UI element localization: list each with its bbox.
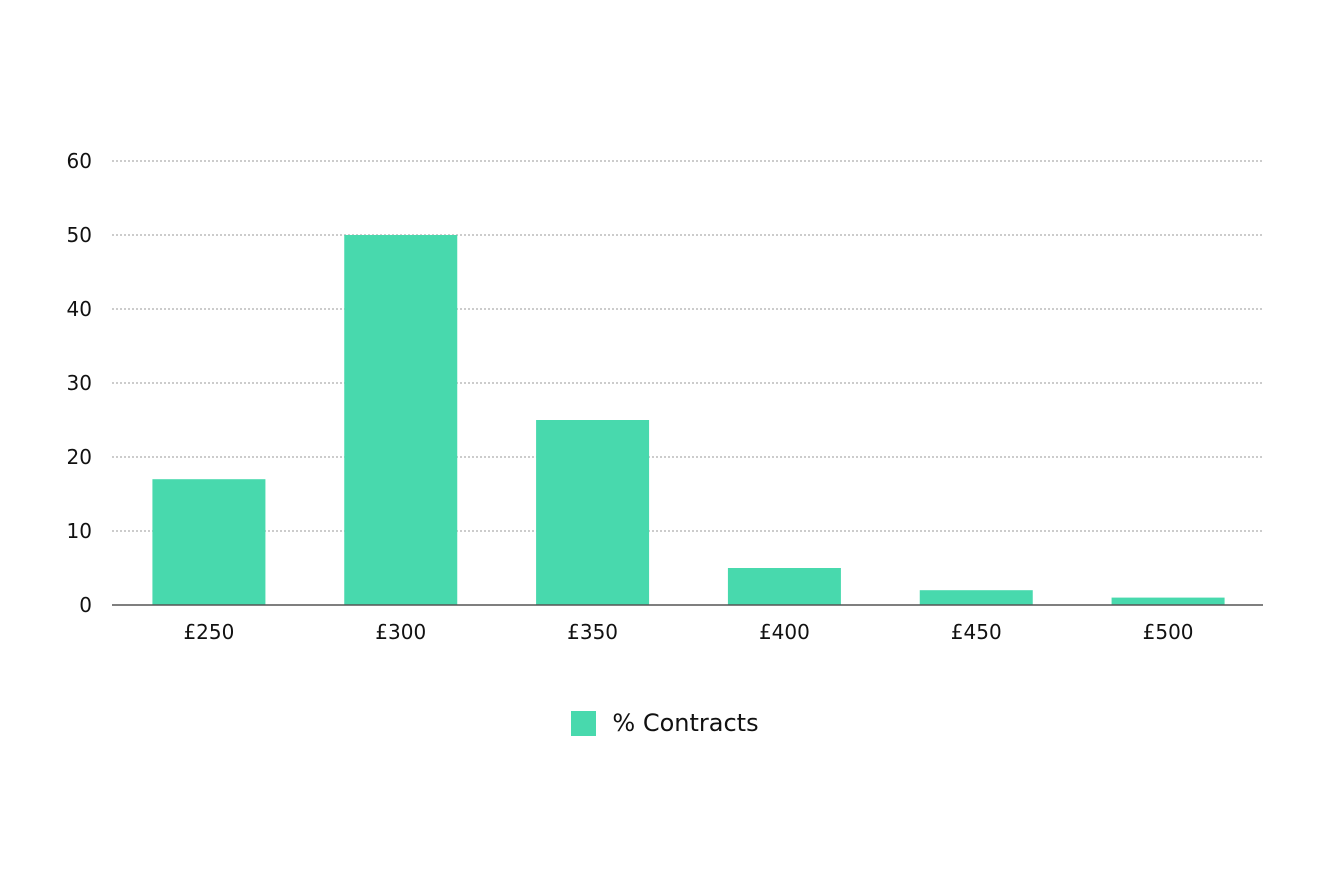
x-tick-label: £450 xyxy=(951,620,1002,644)
bar xyxy=(344,235,458,605)
x-axis-ticks: £250 £300 £350 £400 £450 £500 xyxy=(183,620,1193,644)
y-tick-label: 60 xyxy=(67,149,92,173)
x-tick-label: £350 xyxy=(567,620,618,644)
x-tick-label: £500 xyxy=(1143,620,1194,644)
bar xyxy=(919,590,1033,605)
gridlines xyxy=(112,160,1263,532)
legend-swatch xyxy=(571,710,597,736)
bar xyxy=(152,479,266,605)
bar xyxy=(536,420,650,605)
legend-label: % Contracts xyxy=(612,709,759,737)
y-tick-label: 40 xyxy=(67,297,92,321)
y-axis-ticks: 0 10 20 30 40 50 60 xyxy=(67,149,92,617)
legend: % Contracts xyxy=(0,709,1330,737)
x-tick-label: £400 xyxy=(759,620,810,644)
y-tick-label: 50 xyxy=(67,223,92,247)
y-tick-label: 0 xyxy=(79,593,92,617)
x-tick-label: £250 xyxy=(183,620,234,644)
y-tick-label: 10 xyxy=(67,519,92,543)
legend-item-contracts: % Contracts xyxy=(571,709,759,737)
bars xyxy=(152,235,1225,605)
y-tick-label: 20 xyxy=(67,445,92,469)
bar xyxy=(1111,597,1225,605)
x-tick-label: £300 xyxy=(375,620,426,644)
y-tick-label: 30 xyxy=(67,371,92,395)
bar xyxy=(727,568,841,605)
